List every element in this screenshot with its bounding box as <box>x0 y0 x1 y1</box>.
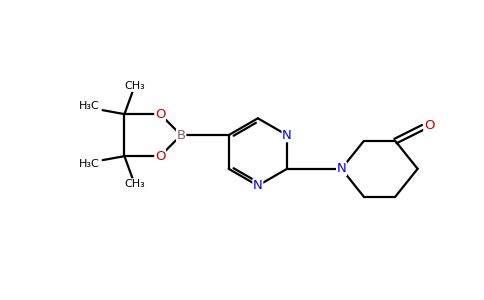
Text: N: N <box>253 179 263 192</box>
Text: O: O <box>155 150 166 163</box>
Text: N: N <box>282 129 292 142</box>
Text: H₃C: H₃C <box>79 159 100 169</box>
Text: B: B <box>177 129 186 142</box>
Text: O: O <box>424 119 434 132</box>
Text: CH₃: CH₃ <box>124 81 145 92</box>
Text: N: N <box>337 162 347 175</box>
Text: O: O <box>155 108 166 121</box>
Text: H₃C: H₃C <box>79 101 100 111</box>
Text: CH₃: CH₃ <box>124 179 145 189</box>
